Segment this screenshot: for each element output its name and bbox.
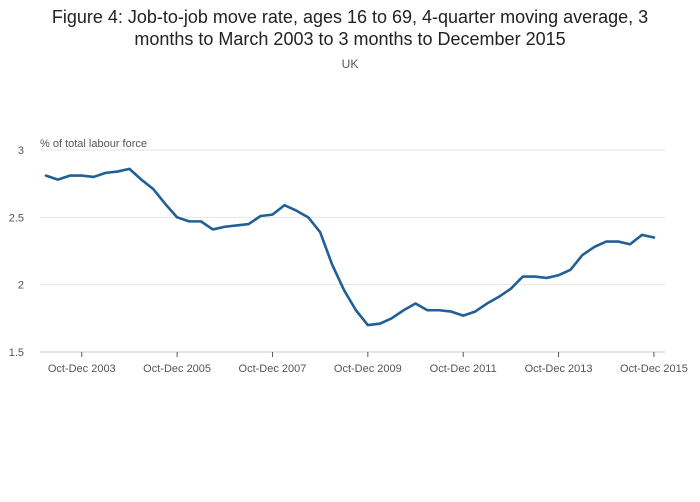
y-tick-label: 2.5 — [9, 212, 24, 224]
y-tick-label: 1.5 — [9, 347, 24, 359]
x-tick-label: Oct-Dec 2013 — [525, 363, 593, 375]
x-tick-label: Oct-Dec 2007 — [239, 363, 307, 375]
y-tick-label: 2 — [18, 280, 24, 292]
chart-title: Figure 4: Job-to-job move rate, ages 16 … — [0, 6, 700, 50]
x-tick-label: Oct-Dec 2015 — [620, 363, 688, 375]
chart-subtitle: UK — [341, 57, 359, 71]
chart-title-line-2: months to March 2003 to 3 months to Dece… — [134, 29, 566, 49]
y-tick-label: 3 — [18, 145, 24, 157]
x-tick-label: Oct-Dec 2003 — [48, 363, 116, 375]
x-tick-label: Oct-Dec 2011 — [430, 363, 497, 375]
series-line — [44, 167, 656, 327]
y-axis-ticks: 1.5 2 2.5 3 — [9, 145, 24, 359]
gridlines — [40, 149, 665, 353]
chart-title-line-1: Figure 4: Job-to-job move rate, ages 16 … — [51, 7, 649, 27]
y-axis-label: % of total labour force — [40, 138, 147, 150]
x-tick-label: Oct-Dec 2009 — [334, 363, 402, 375]
series-group — [44, 167, 656, 327]
x-axis-ticks: Oct-Dec 2003 Oct-Dec 2005 Oct-Dec 2007 Oct-… — [48, 352, 688, 375]
x-tick-label: Oct-Dec 2005 — [143, 363, 211, 375]
